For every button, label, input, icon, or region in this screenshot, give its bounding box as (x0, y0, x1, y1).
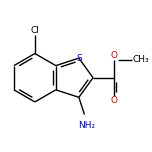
Text: O: O (110, 96, 117, 105)
Text: Cl: Cl (30, 26, 39, 35)
Text: NH₂: NH₂ (78, 121, 95, 130)
Text: O: O (110, 51, 117, 60)
Text: S: S (76, 54, 82, 63)
Text: CH₃: CH₃ (132, 55, 149, 64)
